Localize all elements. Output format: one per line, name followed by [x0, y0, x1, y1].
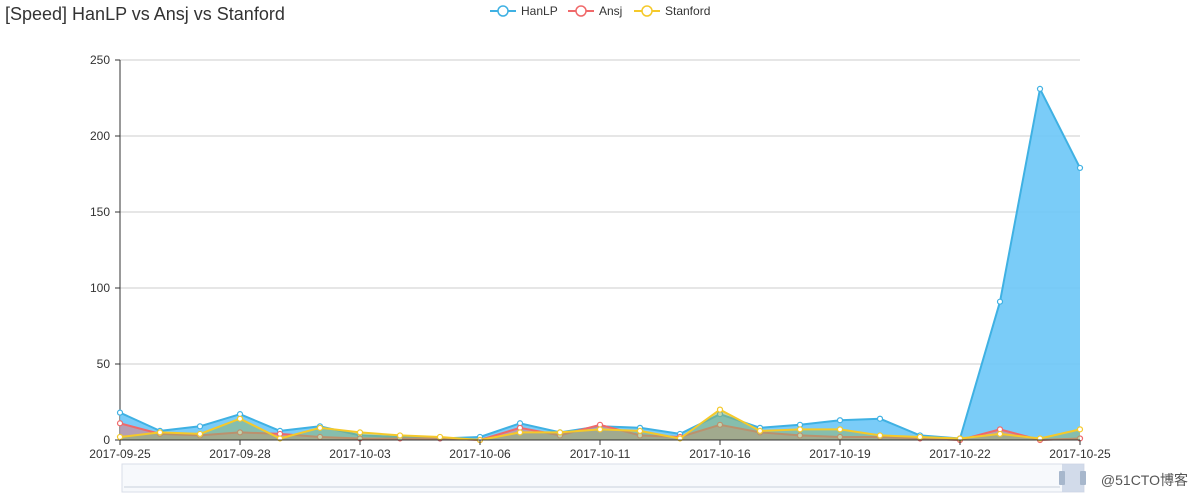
stanford-point[interactable] — [716, 406, 724, 413]
stanford-point[interactable] — [436, 433, 444, 441]
stanford-point[interactable] — [836, 426, 844, 433]
y-tick-label: 200 — [90, 129, 110, 143]
y-tick-label: 50 — [97, 357, 111, 371]
y-axis: 0 50 100 150 200 250 — [90, 53, 121, 447]
legend[interactable]: HanLP Ansj Stanford — [490, 4, 710, 18]
y-tick-label: 100 — [90, 281, 110, 295]
watermark-text: @51CTO博客 — [1100, 472, 1188, 488]
hanlp-point[interactable] — [196, 423, 204, 430]
stanford-point[interactable] — [1076, 426, 1084, 433]
stanford-point[interactable] — [316, 424, 324, 431]
stanford-point[interactable] — [556, 429, 564, 436]
legend-item-stanford[interactable]: Stanford — [634, 4, 710, 18]
stanford-point[interactable] — [996, 430, 1004, 438]
y-tick-label: 150 — [90, 205, 110, 219]
stanford-point[interactable] — [636, 427, 644, 434]
x-tick-label: 2017-10-03 — [329, 447, 391, 461]
stanford-point[interactable] — [596, 426, 604, 433]
stanford-point[interactable] — [796, 426, 804, 433]
y-tick-label: 250 — [90, 53, 110, 67]
x-tick-label: 2017-09-25 — [89, 447, 151, 461]
legend-marker — [575, 5, 587, 17]
stanford-point[interactable] — [116, 433, 124, 441]
hanlp-area — [120, 88, 1080, 441]
stanford-point[interactable] — [156, 429, 164, 436]
hanlp-point[interactable] — [836, 417, 844, 424]
series-stanford — [116, 406, 1084, 444]
zoom-track[interactable] — [121, 463, 1085, 493]
zoom-handle-right[interactable] — [1080, 471, 1086, 485]
stanford-point[interactable] — [356, 429, 364, 436]
stanford-point[interactable] — [196, 430, 204, 438]
stanford-point[interactable] — [916, 433, 924, 441]
legend-marker — [641, 5, 653, 17]
x-tick-label: 2017-10-11 — [570, 447, 631, 461]
x-tick-label: 2017-10-25 — [1049, 447, 1111, 461]
x-tick-label: 2017-10-16 — [689, 447, 751, 461]
x-axis: 2017-09-25 2017-09-28 2017-10-03 2017-10-06… — [89, 439, 1111, 461]
legend-item-hanlp[interactable]: HanLP — [490, 4, 558, 18]
legend-item-ansj[interactable]: Ansj — [568, 4, 622, 18]
stanford-point[interactable] — [756, 427, 764, 434]
hanlp-point[interactable] — [1076, 164, 1084, 172]
y-tick-label: 0 — [103, 433, 110, 447]
x-tick-label: 2017-10-06 — [449, 447, 511, 461]
stanford-point[interactable] — [516, 429, 524, 436]
stanford-point[interactable] — [236, 415, 244, 422]
hanlp-point[interactable] — [1036, 85, 1044, 92]
zoom-selected-window[interactable] — [1062, 464, 1084, 492]
data-zoom-slider[interactable] — [121, 463, 1086, 493]
x-tick-label: 2017-10-22 — [929, 447, 991, 461]
legend-label: HanLP — [521, 4, 558, 18]
x-tick-label: 2017-10-19 — [809, 447, 871, 461]
grid-lines — [120, 59, 1080, 365]
hanlp-point[interactable] — [116, 409, 124, 416]
hanlp-line — [119, 87, 1081, 440]
hanlp-point[interactable] — [876, 415, 884, 422]
stanford-point[interactable] — [396, 432, 404, 439]
x-tick-label: 2017-09-28 — [209, 447, 271, 461]
legend-label: Stanford — [665, 4, 710, 18]
ansj-point[interactable] — [116, 420, 124, 427]
legend-marker — [497, 5, 509, 17]
series-hanlp — [116, 85, 1084, 442]
series-layer — [116, 85, 1084, 444]
chart-title: [Speed] HanLP vs Ansj vs Stanford — [5, 4, 285, 24]
legend-label: Ansj — [599, 4, 622, 18]
stanford-point[interactable] — [876, 432, 884, 439]
zoom-handle-left[interactable] — [1059, 471, 1065, 485]
hanlp-point[interactable] — [996, 298, 1004, 305]
